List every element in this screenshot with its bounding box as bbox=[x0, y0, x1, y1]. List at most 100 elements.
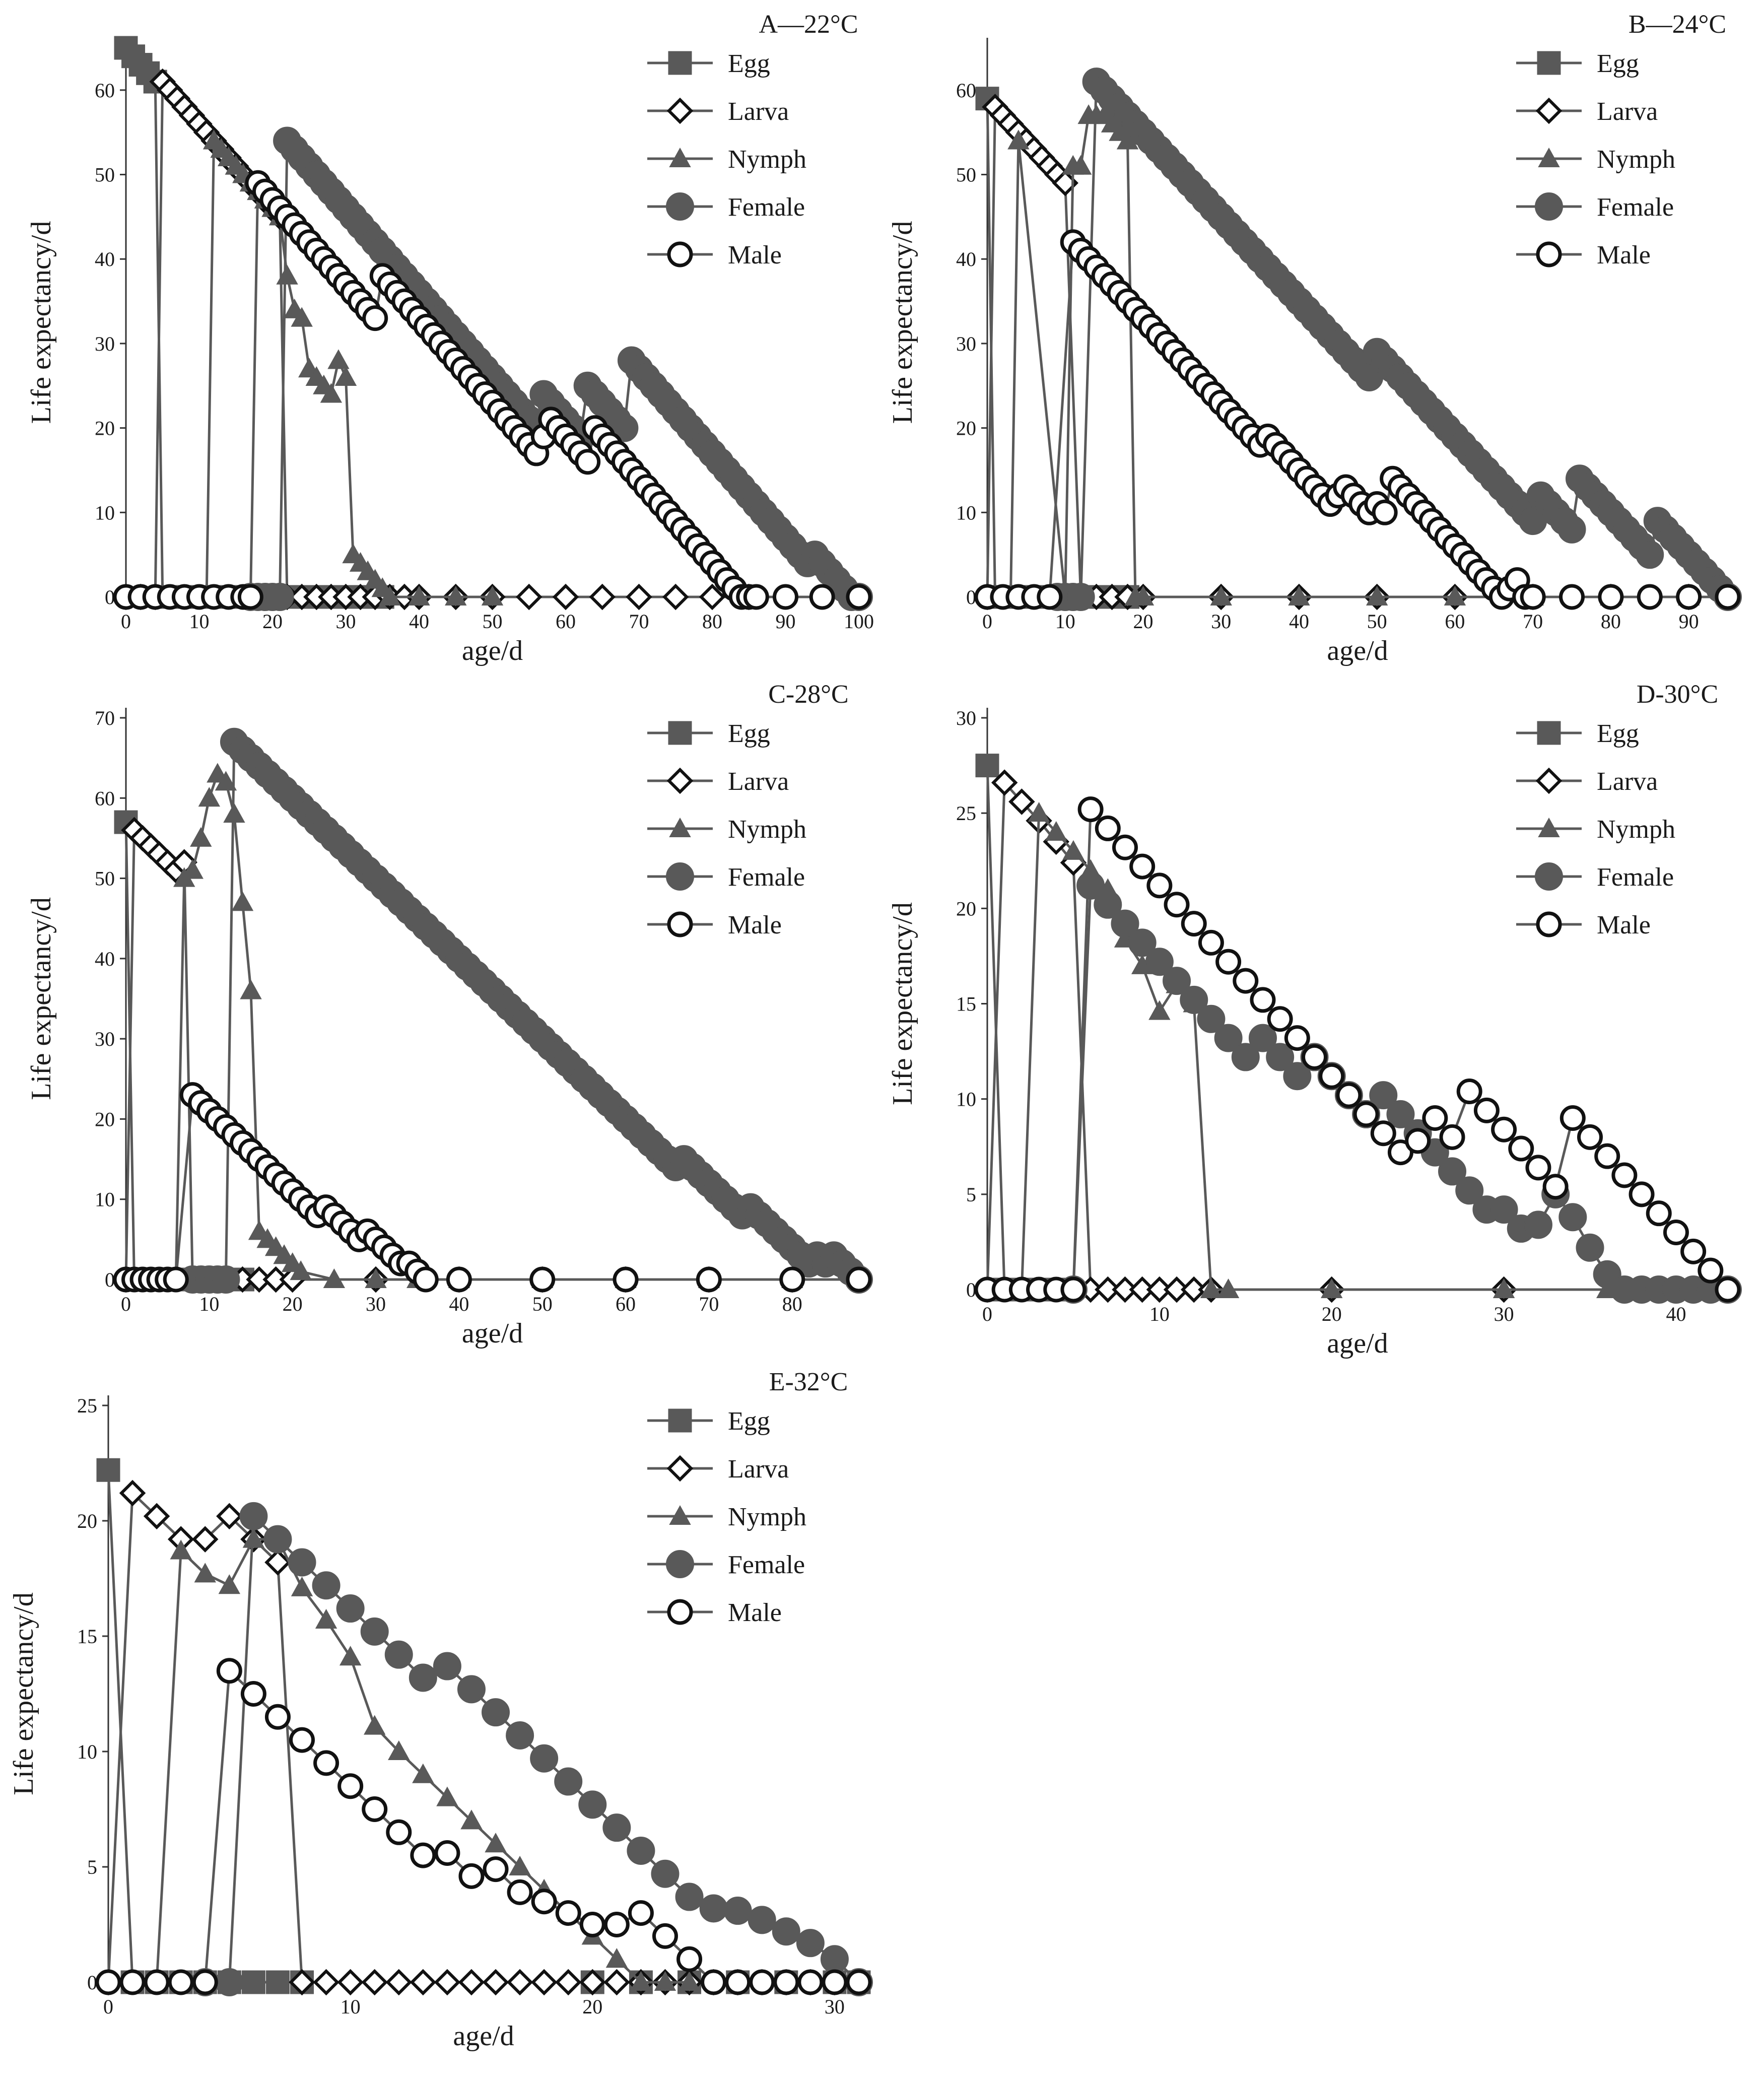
chart-title: D-30°C bbox=[1637, 680, 1718, 709]
data-point bbox=[530, 1744, 559, 1773]
data-point bbox=[630, 1971, 652, 1991]
x-tick-label: 10 bbox=[189, 610, 210, 633]
data-point bbox=[1214, 1024, 1243, 1052]
data-point bbox=[749, 1969, 775, 1995]
data-point bbox=[603, 1969, 630, 1996]
data-point bbox=[1321, 1278, 1343, 1298]
x-tick-label: 30 bbox=[825, 1995, 845, 2018]
data-point bbox=[1181, 911, 1207, 937]
legend-label: Male bbox=[728, 1598, 782, 1627]
legend-marker bbox=[666, 767, 694, 794]
legend-marker bbox=[666, 1550, 694, 1578]
data-point bbox=[360, 1617, 389, 1646]
legend-label: Larva bbox=[728, 1455, 789, 1484]
data-point bbox=[445, 585, 467, 605]
legend-marker bbox=[1536, 241, 1562, 267]
chart-e: 0 5 10 15 20 25 0 10 20 30 age/d Life expectancy/d E… bbox=[8, 1368, 873, 2052]
y-tick-label: 0 bbox=[105, 586, 115, 609]
data-point bbox=[1215, 949, 1242, 975]
data-point bbox=[1353, 1101, 1379, 1127]
data-point bbox=[1283, 1062, 1312, 1091]
data-point bbox=[743, 584, 769, 610]
y-tick-label: 10 bbox=[95, 1188, 115, 1211]
data-point bbox=[1646, 1200, 1672, 1227]
x-axis-label: age/d bbox=[453, 2021, 514, 2052]
data-point bbox=[1250, 987, 1276, 1013]
x-tick-label: 60 bbox=[616, 1293, 636, 1315]
data-point bbox=[434, 1969, 461, 1996]
series-male bbox=[113, 170, 872, 610]
legend-label: Female bbox=[1597, 193, 1674, 222]
data-point bbox=[555, 1900, 581, 1926]
y-tick-label: 10 bbox=[956, 501, 976, 524]
legend-marker bbox=[669, 817, 691, 837]
legend-marker bbox=[669, 1505, 691, 1525]
data-point bbox=[675, 1882, 704, 1911]
legend-marker bbox=[667, 1599, 693, 1625]
x-tick-label: 60 bbox=[1445, 610, 1465, 633]
data-point bbox=[1163, 967, 1191, 995]
y-tick-label: 50 bbox=[95, 867, 115, 890]
data-point bbox=[1559, 584, 1585, 610]
legend-label: Egg bbox=[728, 719, 770, 748]
data-point bbox=[320, 383, 343, 403]
data-point bbox=[95, 1969, 121, 1995]
data-point bbox=[1148, 1000, 1171, 1020]
legend-label: Nymph bbox=[728, 145, 806, 174]
data-point bbox=[779, 1266, 805, 1293]
legend-label: Nymph bbox=[1597, 815, 1675, 844]
x-tick-label: 70 bbox=[1523, 610, 1543, 633]
data-point bbox=[975, 754, 999, 778]
chart-b: 0 10 20 30 40 50 60 0 10 20 30 40 50 60 70 80 90 age/d Lif… bbox=[887, 10, 1742, 666]
x-tick-label: 60 bbox=[556, 610, 576, 633]
x-axis-label: age/d bbox=[1327, 1328, 1388, 1359]
data-point bbox=[1037, 584, 1063, 610]
data-point bbox=[1112, 1276, 1138, 1303]
data-point bbox=[1008, 788, 1035, 815]
data-point bbox=[1576, 1233, 1604, 1262]
legend-label: Egg bbox=[728, 49, 770, 78]
data-point bbox=[1129, 853, 1156, 880]
y-axis-label: Life expectancy/d bbox=[887, 902, 918, 1105]
legend-marker bbox=[667, 911, 693, 937]
data-point bbox=[1438, 1157, 1467, 1186]
y-tick-label: 0 bbox=[966, 1278, 976, 1301]
data-point bbox=[483, 1856, 509, 1882]
y-tick-label: 5 bbox=[87, 1856, 97, 1878]
data-point bbox=[509, 1855, 531, 1875]
data-point bbox=[1386, 1100, 1415, 1128]
data-point bbox=[1577, 1124, 1603, 1150]
series-male bbox=[113, 1082, 872, 1293]
data-point bbox=[143, 1503, 170, 1530]
legend-marker bbox=[1538, 817, 1560, 837]
data-point bbox=[362, 1796, 388, 1822]
data-point bbox=[1456, 1079, 1482, 1105]
data-point bbox=[1525, 1155, 1551, 1181]
y-tick-label: 15 bbox=[77, 1625, 97, 1648]
data-point bbox=[336, 1594, 365, 1623]
y-tick-label: 25 bbox=[956, 802, 976, 825]
data-point bbox=[1372, 499, 1398, 525]
x-tick-label: 40 bbox=[409, 610, 429, 633]
y-tick-label: 10 bbox=[77, 1740, 97, 1763]
data-point bbox=[265, 583, 294, 611]
chart-title: A—22°C bbox=[759, 10, 858, 39]
data-point bbox=[379, 585, 401, 605]
data-point bbox=[1094, 890, 1122, 919]
data-point bbox=[276, 264, 298, 285]
data-point bbox=[1045, 821, 1067, 841]
data-point bbox=[772, 1917, 800, 1946]
y-tick-label: 40 bbox=[95, 948, 115, 970]
data-point bbox=[696, 1266, 722, 1293]
legend-marker bbox=[1537, 721, 1561, 745]
data-point bbox=[1444, 585, 1466, 605]
x-tick-label: 90 bbox=[1679, 610, 1699, 633]
legend-label: Male bbox=[728, 911, 782, 939]
data-point bbox=[1629, 1181, 1655, 1207]
series-male bbox=[95, 1658, 872, 1995]
data-point bbox=[1112, 834, 1138, 860]
data-point bbox=[460, 1809, 483, 1830]
data-point bbox=[323, 1268, 346, 1288]
data-point bbox=[1076, 871, 1105, 900]
data-point bbox=[531, 1889, 557, 1915]
